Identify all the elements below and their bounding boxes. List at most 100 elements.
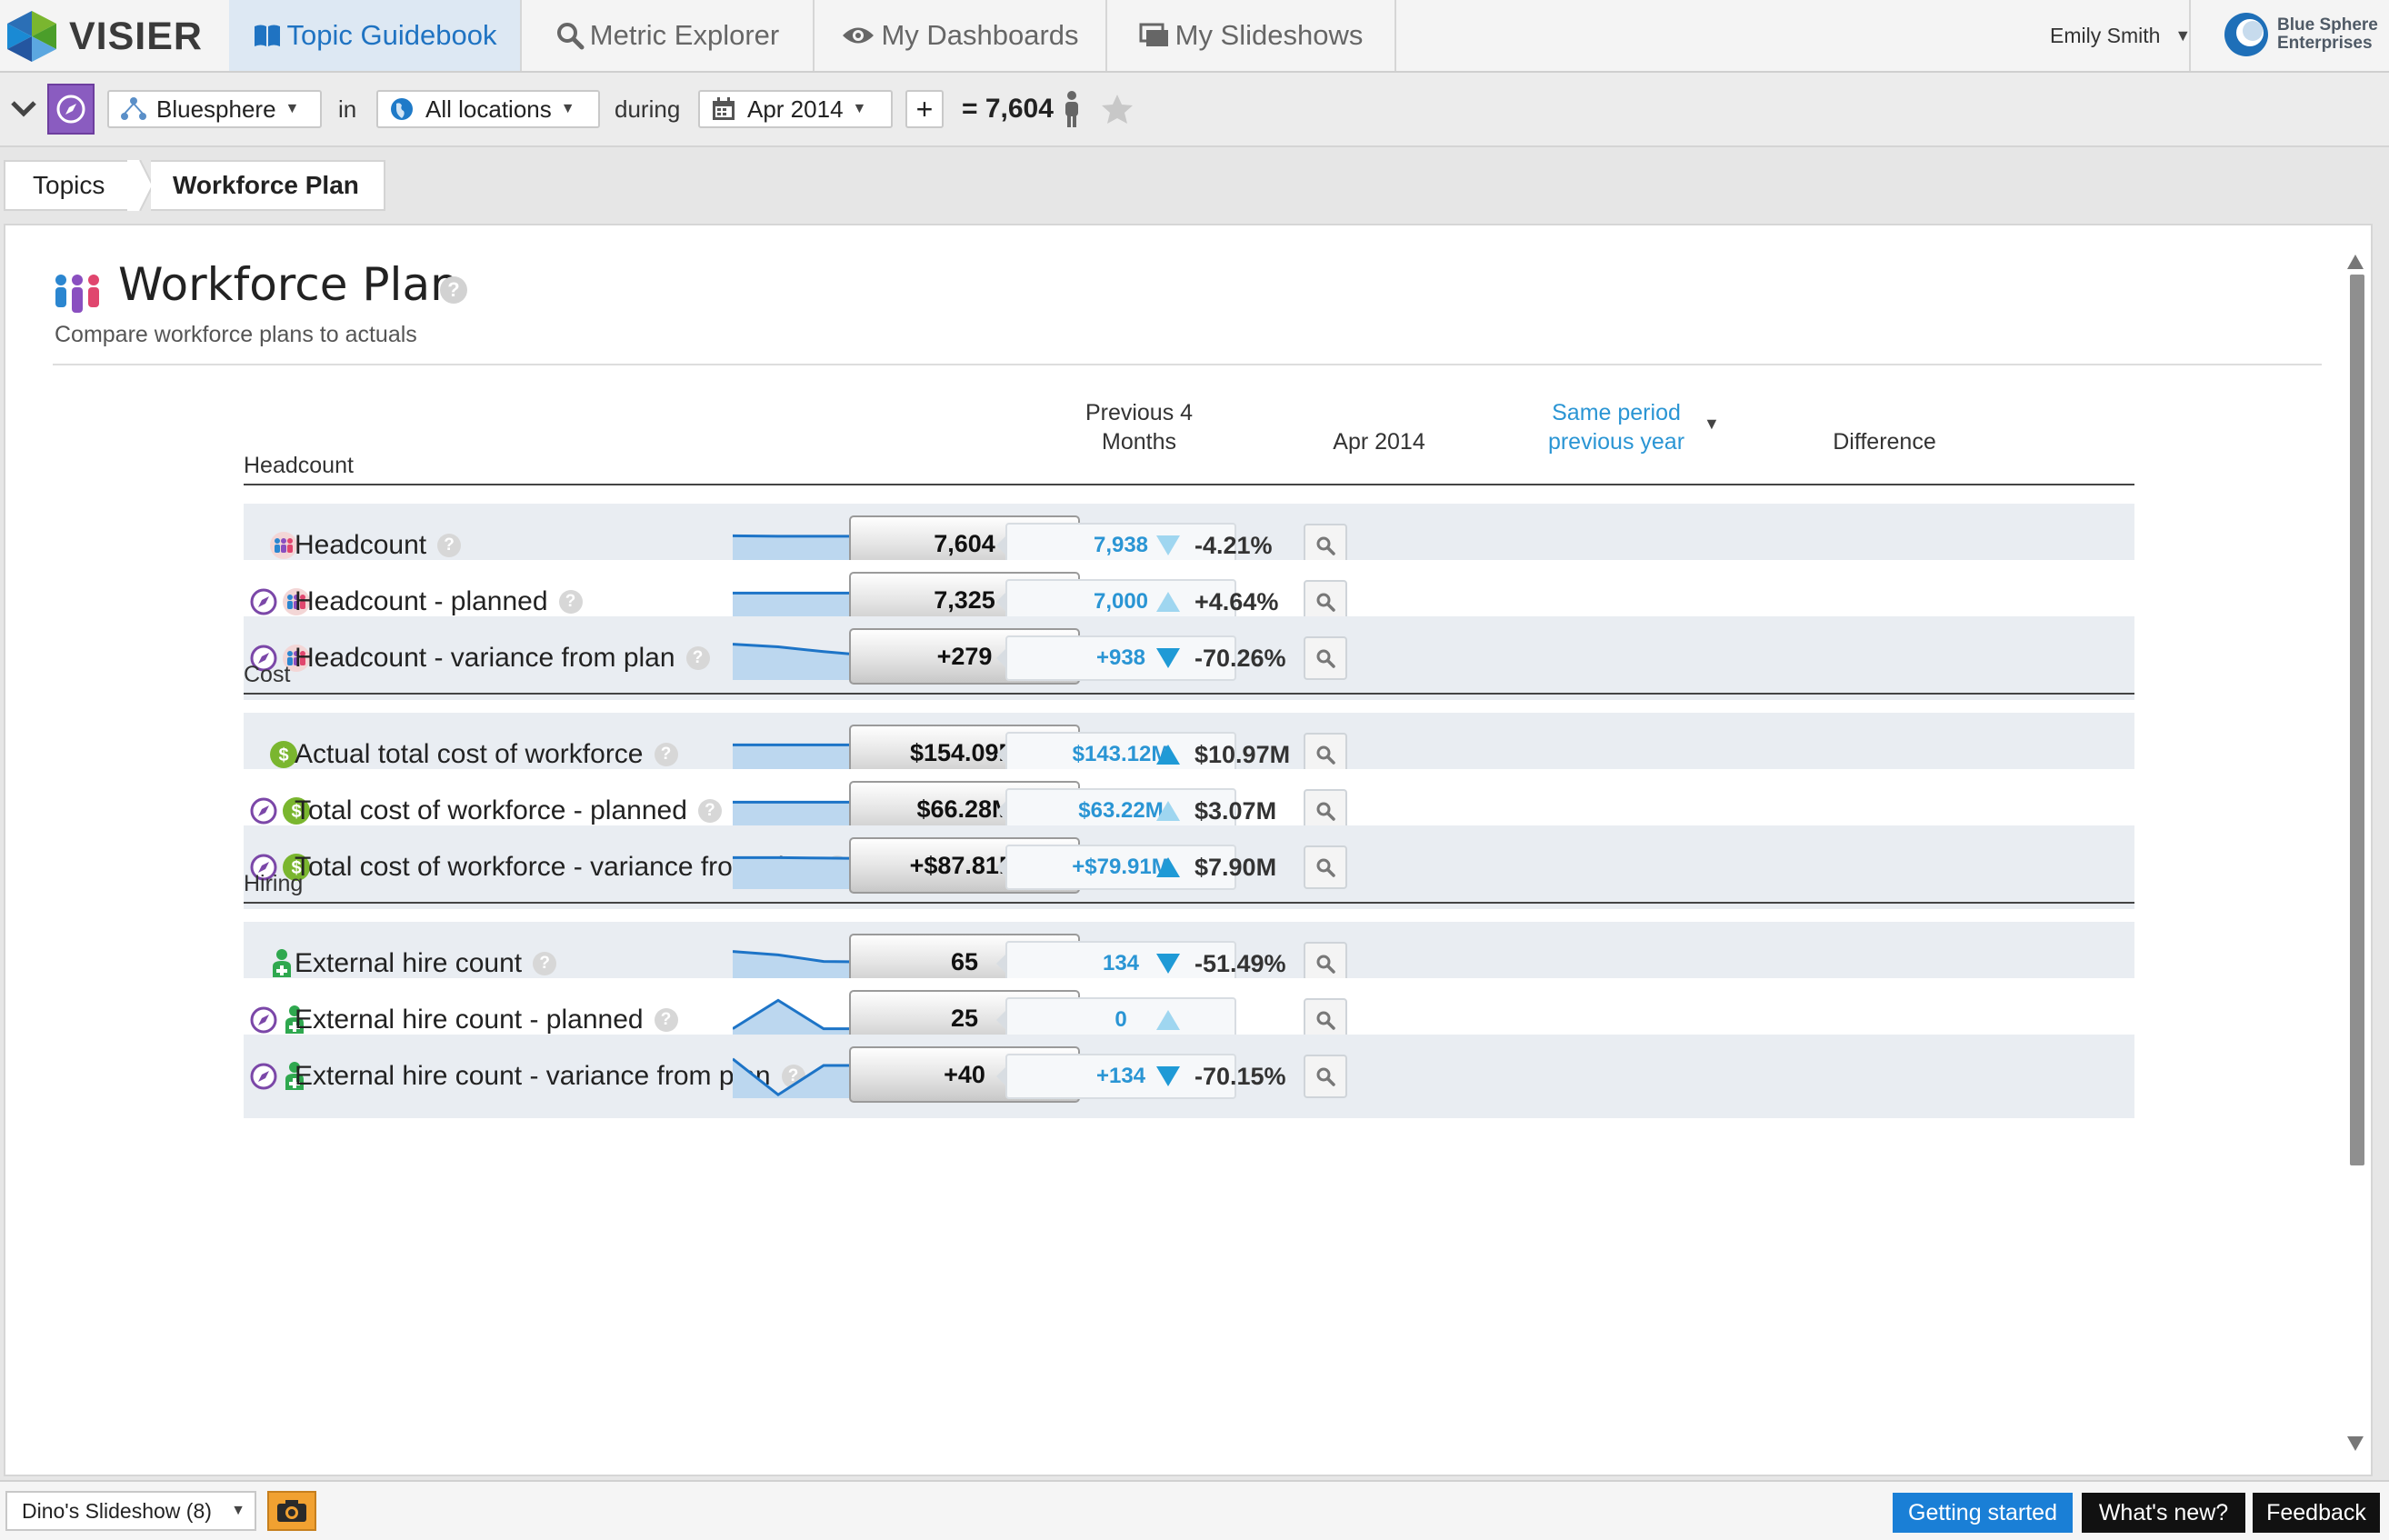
help-icon[interactable]: ? xyxy=(533,952,557,975)
metric-row[interactable]: Headcount - variance from plan? +279 +938-… xyxy=(244,616,2134,700)
slideshow-icon xyxy=(1139,23,1170,48)
help-icon[interactable]: ? xyxy=(440,276,467,304)
svg-text:$: $ xyxy=(291,858,301,878)
scrollbar[interactable] xyxy=(2345,253,2365,1453)
metric-name[interactable]: Total cost of workforce - variance from … xyxy=(295,825,849,909)
plan-toggle-button[interactable] xyxy=(47,84,95,135)
divider xyxy=(53,364,2322,365)
section-divider xyxy=(244,902,2134,904)
chevron-down-icon: ▼ xyxy=(560,101,575,116)
hierarchy-icon xyxy=(120,96,147,122)
magnifier-icon xyxy=(1316,1011,1335,1030)
tab-topic-guidebook[interactable]: Topic Guidebook xyxy=(229,0,522,71)
metric-icons: $ xyxy=(249,769,311,853)
triangle-up-icon xyxy=(1156,857,1180,877)
metric-row[interactable]: External hire count - variance from plan… xyxy=(244,1035,2134,1118)
company-logo: Blue Sphere Enterprises xyxy=(2223,11,2378,58)
search-icon xyxy=(555,21,585,50)
metric-name[interactable]: Headcount - variance from plan? xyxy=(295,616,710,700)
tab-metric-explorer[interactable]: Metric Explorer xyxy=(522,0,815,71)
sort-down-icon[interactable]: ▼ xyxy=(1704,415,1720,433)
difference-value: $10.97M xyxy=(1194,740,1291,768)
top-navigation: VISIER Topic Guidebook Metric Explorer M… xyxy=(0,0,2389,73)
visier-logo[interactable]: VISIER xyxy=(4,9,203,64)
location-filter[interactable]: All locations ▼ xyxy=(376,90,600,128)
analyze-button[interactable] xyxy=(1304,845,1347,889)
page-title: Workforce Plan xyxy=(118,258,459,311)
page-subtitle: Compare workforce plans to actuals xyxy=(55,322,417,347)
difference-value: $7.90M xyxy=(1194,853,1277,881)
metric-name[interactable]: External hire count? xyxy=(295,922,557,1005)
dollar-icon: $ xyxy=(282,796,311,825)
metric-name[interactable]: Total cost of workforce - planned? xyxy=(295,769,722,853)
scrollbar-thumb[interactable] xyxy=(2350,275,2364,1165)
comparison-pointer xyxy=(996,955,1005,973)
triangle-up-icon xyxy=(1156,801,1180,821)
metric-name[interactable]: Headcount - planned? xyxy=(295,560,583,644)
scroll-down-icon[interactable] xyxy=(2345,1435,2365,1453)
user-menu[interactable]: Emily Smith ▼ xyxy=(2050,0,2191,71)
previous-year-value: +$79.91M xyxy=(1005,845,1236,890)
help-icon[interactable]: ? xyxy=(685,646,710,670)
period-filter[interactable]: Apr 2014 ▼ xyxy=(698,90,893,128)
chevron-down-icon[interactable] xyxy=(9,98,38,125)
metric-name[interactable]: External hire count - planned? xyxy=(295,978,678,1062)
globe-icon xyxy=(389,96,415,122)
compass-icon xyxy=(249,1005,278,1035)
metric-name[interactable]: Headcount? xyxy=(295,504,462,587)
metric-row[interactable]: $ Total cost of workforce - variance from… xyxy=(244,825,2134,909)
add-filter-button[interactable]: + xyxy=(905,90,944,128)
help-icon[interactable]: ? xyxy=(654,743,678,766)
comparison-pointer xyxy=(996,649,1005,667)
help-icon[interactable]: ? xyxy=(437,534,462,557)
comparison-pointer xyxy=(996,1011,1005,1029)
metric-icons xyxy=(249,1035,307,1118)
column-header-same-period[interactable]: Same period previous year xyxy=(1496,398,1736,456)
section-divider xyxy=(244,484,2134,485)
tab-my-dashboards[interactable]: My Dashboards xyxy=(815,0,1107,71)
section-title: Hiring xyxy=(244,871,304,896)
visier-logo-icon xyxy=(7,11,56,62)
filter-bar: Bluesphere ▼ in All locations ▼ during A… xyxy=(0,73,2389,147)
metric-name-label: External hire count xyxy=(295,948,523,978)
breadcrumb-topics[interactable]: Topics xyxy=(4,160,140,211)
compass-icon xyxy=(249,1062,278,1091)
metric-name[interactable]: External hire count - variance from plan… xyxy=(295,1035,805,1118)
comparison-pointer xyxy=(996,745,1005,764)
feedback-button[interactable]: Feedback xyxy=(2253,1493,2380,1533)
magnifier-icon xyxy=(1316,593,1335,612)
help-icon[interactable]: ? xyxy=(697,799,722,823)
metric-name-label: Total cost of workforce - planned xyxy=(295,795,687,825)
whats-new-button[interactable]: What's new? xyxy=(2082,1493,2245,1533)
people-icon xyxy=(282,644,311,673)
tab-my-slideshows[interactable]: My Slideshows xyxy=(1107,0,1396,71)
star-icon[interactable] xyxy=(1101,94,1134,125)
period-value: Apr 2014 xyxy=(747,95,844,123)
snapshot-button[interactable] xyxy=(267,1491,316,1531)
help-icon[interactable]: ? xyxy=(654,1008,678,1032)
metric-name[interactable]: Actual total cost of workforce? xyxy=(295,713,678,796)
metric-icons: $ xyxy=(249,825,311,909)
comparison-pointer xyxy=(996,858,1005,876)
column-header-difference: Difference xyxy=(1833,429,1936,455)
metric-name-label: Total cost of workforce - variance from … xyxy=(295,852,815,882)
population-filter[interactable]: Bluesphere ▼ xyxy=(107,90,322,128)
scroll-up-icon[interactable] xyxy=(2345,253,2365,271)
analyze-button[interactable] xyxy=(1304,1055,1347,1098)
difference-value: -70.15% xyxy=(1194,1062,1286,1090)
people-icon xyxy=(269,531,298,560)
help-icon[interactable]: ? xyxy=(558,590,583,614)
total-value: = 7,604 xyxy=(962,94,1054,124)
difference-value: -70.26% xyxy=(1194,644,1286,672)
getting-started-button[interactable]: Getting started xyxy=(1893,1493,2073,1533)
globe-icon xyxy=(2224,13,2268,56)
section-title: Headcount xyxy=(244,453,354,478)
breadcrumb-current: Workforce Plan xyxy=(151,160,385,211)
people-icon xyxy=(282,587,311,616)
compass-icon xyxy=(249,796,278,825)
metric-icons xyxy=(269,504,298,587)
slideshow-select[interactable]: Dino's Slideshow (8) ▼ xyxy=(5,1491,256,1531)
analyze-button[interactable] xyxy=(1304,636,1347,680)
svg-text:$: $ xyxy=(278,745,288,765)
dollar-icon: $ xyxy=(282,853,311,882)
